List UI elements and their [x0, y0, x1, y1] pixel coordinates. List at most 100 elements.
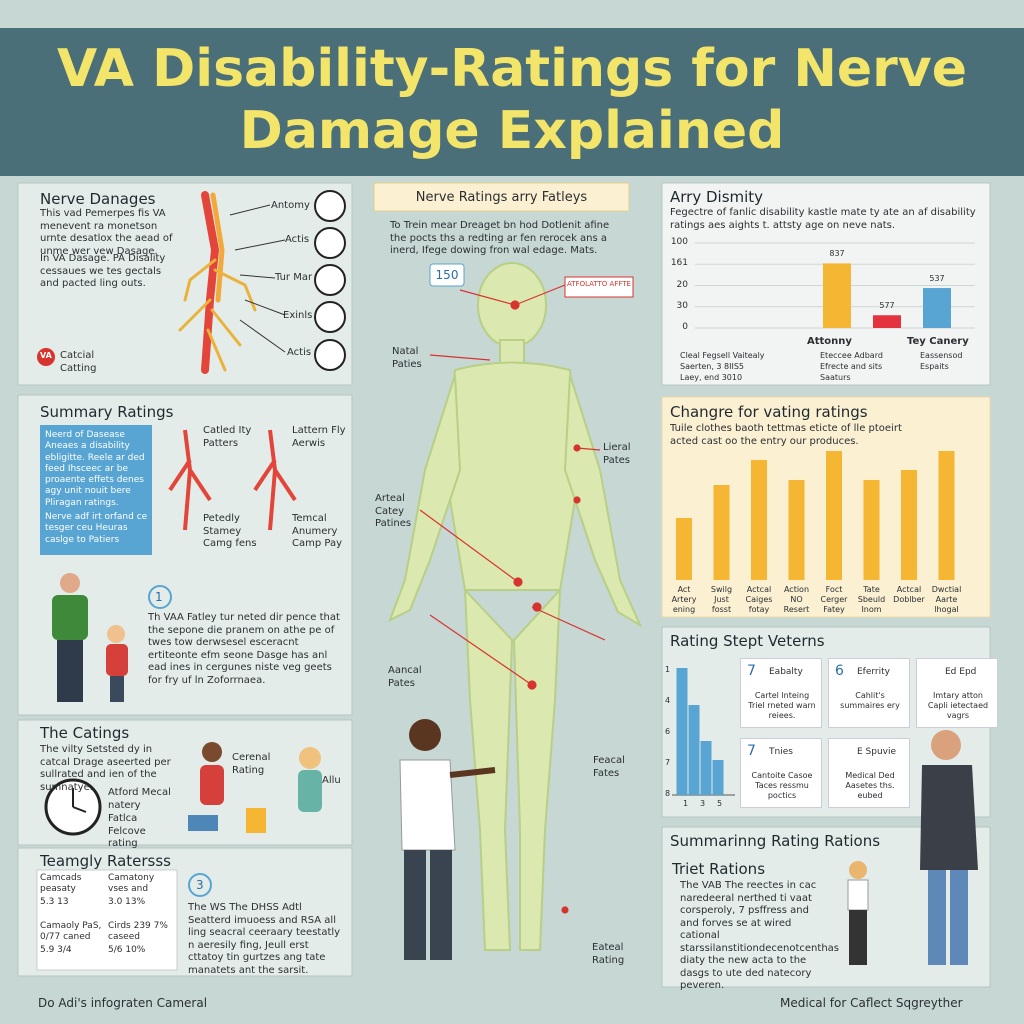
card-title: Eferrity	[857, 667, 890, 677]
card-text: Cahlit's summaires ery	[840, 691, 900, 710]
label: Actis	[287, 347, 312, 358]
label: Actis	[285, 234, 310, 245]
body-text: Tuile clothes baoth tettmas eticte of ll…	[670, 423, 902, 447]
legend-item: Saaturs	[820, 373, 851, 382]
card-text: Medical Ded Aasetes ths. eubed	[845, 771, 895, 800]
figure-title: Lattern Fly Aerwis	[292, 425, 346, 449]
card: Ed Epd Imtary atton Capli ietectaed vagrs	[916, 658, 998, 728]
section-title: Summarinng Rating Rations	[670, 832, 881, 850]
section-title: Teamgly Ratersss	[40, 852, 171, 870]
badge-circle	[37, 348, 55, 366]
table-cell: Camaoly PaS, 0/77 caned	[40, 921, 102, 943]
bar	[700, 741, 712, 795]
card-number: 7	[747, 663, 756, 679]
body-text: The vilty Setsted dy in catcal Drage ase…	[40, 744, 171, 793]
step-number: 1	[155, 590, 163, 604]
section-title: Arry Dismity	[670, 188, 764, 206]
figure-caption: Temcal Anumery Camp Pay	[292, 513, 343, 549]
table-cell: Camcads peasaty	[40, 873, 82, 895]
y-tick-label: 20	[676, 279, 688, 290]
y-tick-label: 4	[665, 696, 671, 705]
table-cell: 5/6 10%	[108, 945, 146, 955]
card-title: Ed Epd	[945, 667, 977, 677]
legend-item: Efrecte and sits	[820, 362, 883, 371]
badge: 150	[435, 268, 459, 282]
badge: VA	[40, 351, 52, 360]
list-item: Fatlca Felcove rating	[108, 813, 146, 849]
section-title: Changre for vating ratings	[670, 403, 868, 421]
bar	[901, 470, 917, 580]
x-tick-label: Attonny	[807, 336, 852, 347]
badge-box	[429, 263, 465, 287]
badge-text: Catcial Catting	[60, 350, 97, 374]
card-number: 6	[835, 663, 844, 679]
step-text: The WS The DHSS Adtl Seatterd imuoess an…	[188, 902, 341, 976]
x-tick-label: Act Artery ening	[671, 585, 697, 614]
box-text: Neerd of Dasease Aneaes a disability ebl…	[45, 430, 145, 508]
y-tick-label: 6	[665, 727, 671, 736]
card-title: E Spuvie	[857, 747, 897, 757]
bar	[751, 460, 767, 580]
bar	[688, 705, 700, 795]
card: 7 Tnies Cantoite Casoe Taces ressmu poctic…	[740, 738, 822, 808]
section-title: Nerve Ratings arry Fatleys	[415, 190, 588, 205]
people	[52, 573, 128, 702]
y-tick-label: 1	[665, 665, 671, 674]
nerve-figure	[168, 429, 212, 531]
y-tick-label: 0	[682, 322, 688, 332]
x-tick-label: Swilg Just fosst	[710, 585, 733, 614]
bar	[923, 288, 951, 328]
figure-title: Catled Ity Patters	[203, 425, 252, 449]
nerve-illustration	[178, 191, 257, 374]
tag-box	[564, 276, 634, 298]
number-circle	[188, 873, 212, 897]
step-number: 3	[196, 878, 204, 892]
footer-left: Do Adi's infograten Cameral	[38, 996, 208, 1010]
x-tick-label: Tey Canery	[907, 336, 969, 347]
footer-right: Medical for Caflect Sqgreyther	[780, 996, 963, 1010]
label: Exinls	[283, 310, 313, 321]
bar	[826, 451, 842, 580]
card-title: Eabalty	[769, 667, 803, 677]
card: E Spuvie Medical Ded Aasetes ths. eubed	[828, 738, 910, 808]
card-text: Cantoite Casoe Taces ressmu poctics	[751, 771, 813, 800]
panel	[17, 182, 353, 386]
card-title: Tnies	[769, 747, 793, 757]
table-cell: 3.0 13%	[108, 897, 146, 907]
table-cell: 5.3 13	[40, 897, 69, 907]
x-tick-label: Tate Sbeuld Inom	[857, 585, 886, 614]
tag: ATFOLATTO AFFTE	[567, 280, 631, 288]
x-tick-label: Actcal Caiges fotay	[745, 585, 773, 614]
body-text: In VA Dasage. PA Disality cessaues we te…	[40, 253, 166, 289]
list-item: Atford Mecal natery	[108, 787, 171, 811]
man	[847, 730, 978, 965]
section-title: Rating Stept Veterns	[670, 632, 825, 650]
sitting-people	[188, 742, 322, 833]
pointer-lines	[229, 204, 286, 353]
card-number: 7	[747, 743, 756, 759]
bar	[823, 263, 851, 328]
label-pointers	[419, 284, 606, 914]
info-box	[40, 425, 152, 555]
bar	[676, 518, 692, 580]
y-tick-label: 7	[665, 758, 671, 767]
presenter	[399, 719, 496, 960]
label: Cerenal Rating	[232, 752, 271, 776]
label: Natal Paties	[392, 346, 422, 370]
label: Allu	[322, 775, 341, 786]
x-tick-label: Dwctial Aarte lhogal	[931, 585, 962, 614]
label: Feacal Fates	[593, 755, 625, 779]
bar	[873, 315, 901, 328]
x-tick-label: 1	[683, 799, 689, 808]
legend-item: Laey, end 3010	[680, 373, 743, 382]
x-tick-label: Action NO Resert	[783, 585, 810, 614]
x-tick-label: 3	[700, 799, 706, 808]
subtitle: Triet Rations	[672, 860, 766, 878]
card-text: Imtary atton Capli ietectaed vagrs	[927, 691, 989, 720]
clock-hands	[72, 788, 87, 813]
legend-item: Saerten, 3 8IIS5	[680, 362, 745, 371]
table-card	[36, 869, 178, 971]
box-text: Nerve adf irt orfand ce tesger ceu Heura…	[45, 512, 148, 545]
label: Aancal Pates	[388, 665, 422, 689]
section-title: Nerve Danages	[40, 190, 156, 208]
